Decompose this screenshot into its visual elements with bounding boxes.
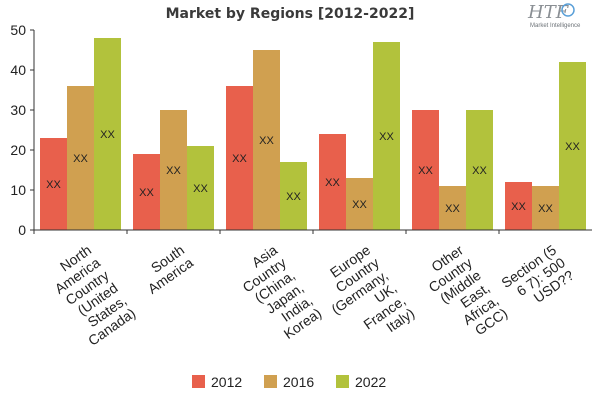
- data-label: XX: [193, 183, 208, 195]
- legend-label: 2012: [211, 374, 242, 390]
- bar-2016: [67, 86, 94, 230]
- logo-mark: HTF: [527, 2, 570, 23]
- legend: 2012 2016 2022: [192, 374, 386, 390]
- y-tick-label: 30: [10, 102, 26, 118]
- bar-2022: [187, 146, 214, 230]
- bar-2022: [373, 42, 400, 230]
- data-label: XX: [286, 191, 301, 203]
- bar-2012: [40, 138, 67, 230]
- y-tick-label: 50: [10, 22, 26, 38]
- x-category-label: EuropeCountry(Germany,UK,France,Italy): [311, 242, 418, 356]
- data-label: XX: [166, 165, 181, 177]
- bars: [40, 38, 586, 230]
- x-category-label: OtherCountry(MiddleEast,Africa,GCC): [417, 241, 511, 345]
- legend-label: 2022: [355, 374, 386, 390]
- x-category-label: NorthAmericaCountry(UnitedStates,Canada): [41, 242, 138, 349]
- bar-2022: [466, 110, 493, 230]
- bar-2012: [133, 154, 160, 230]
- data-label: XX: [46, 179, 61, 191]
- data-label: XX: [565, 141, 580, 153]
- bar-2012: [319, 134, 346, 230]
- bar-2012: [505, 182, 532, 230]
- bar-2016: [160, 110, 187, 230]
- data-label: XX: [511, 201, 526, 213]
- bar-2016: [439, 186, 466, 230]
- legend-label: 2016: [283, 374, 314, 390]
- bar-2016: [346, 178, 373, 230]
- data-label: XX: [259, 135, 274, 147]
- legend-swatch-2016: [264, 375, 277, 388]
- bar-2022: [559, 62, 586, 230]
- htf-logo: HTF Market Intelligence: [527, 2, 581, 29]
- data-label: XX: [379, 131, 394, 143]
- logo-subtitle: Market Intelligence: [530, 23, 581, 29]
- chart-title: Market by Regions [2012-2022]: [166, 6, 415, 22]
- bar-2012: [226, 86, 253, 230]
- bar-2022: [94, 38, 121, 230]
- x-axis: NorthAmericaCountry(UnitedStates,Canada)…: [33, 229, 592, 356]
- y-tick-label: 20: [10, 142, 26, 158]
- data-label: XX: [232, 153, 247, 165]
- data-label: XX: [472, 165, 487, 177]
- bar-2016: [253, 50, 280, 230]
- legend-swatch-2022: [336, 375, 349, 388]
- y-tick-label: 40: [10, 62, 26, 78]
- data-label: XX: [100, 129, 115, 141]
- data-label: XX: [325, 177, 340, 189]
- data-label: XX: [418, 165, 433, 177]
- bar-2016: [532, 186, 559, 230]
- data-labels: XX XX XX XX XX XX XX XX XX XX XX XX XX XX XX XX XX XX: [46, 129, 580, 215]
- data-label: XX: [73, 153, 88, 165]
- data-label: XX: [538, 203, 553, 215]
- data-label: XX: [139, 187, 154, 199]
- y-tick-label: 10: [10, 182, 26, 198]
- data-label: XX: [352, 199, 367, 211]
- x-category-label: AsiaCountry(China,Japan,India,Korea): [231, 242, 325, 346]
- bar-2012: [412, 110, 439, 230]
- x-category-label: SouthAmerica: [136, 242, 196, 297]
- y-tick-label: 0: [18, 222, 26, 238]
- bar-2022: [280, 162, 307, 230]
- legend-swatch-2012: [192, 375, 205, 388]
- globe-icon: [561, 3, 575, 17]
- y-axis: 0 10 20 30 40 50: [10, 22, 35, 238]
- x-category-label: Section (56 7): 500USD??: [498, 242, 577, 317]
- data-label: XX: [445, 203, 460, 215]
